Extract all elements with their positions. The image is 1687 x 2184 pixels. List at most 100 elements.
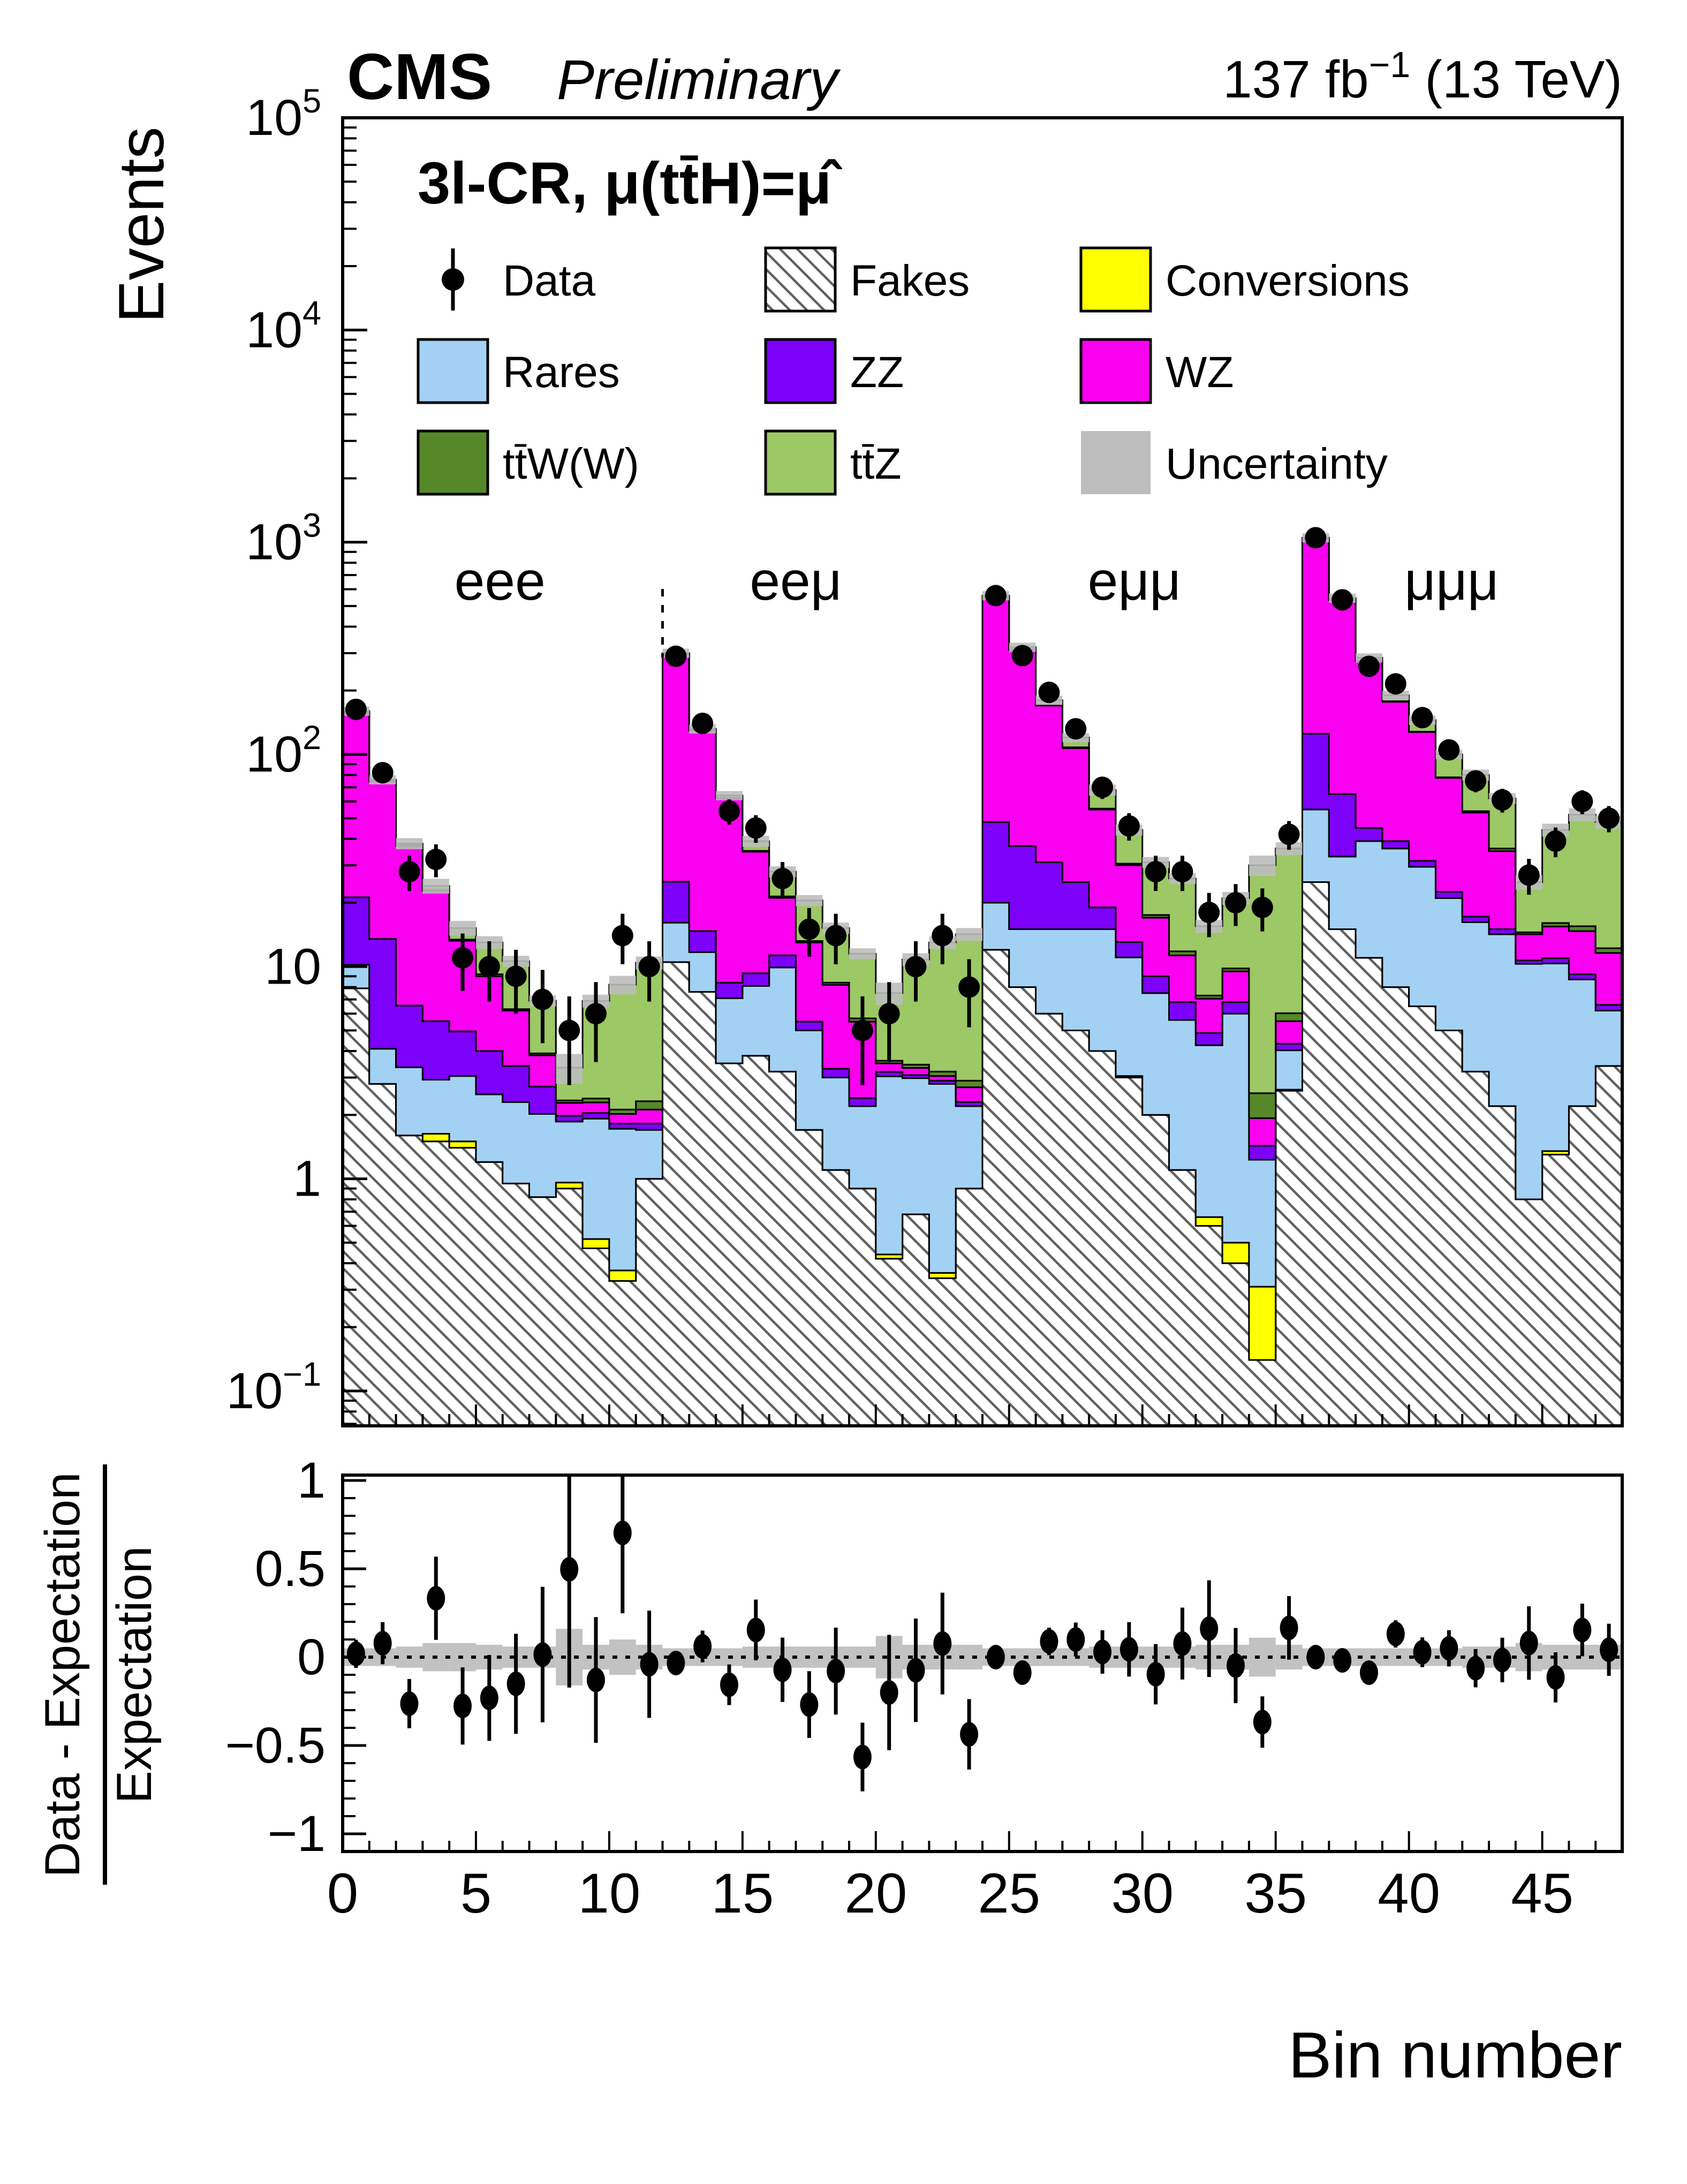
legend-label-wz: WZ xyxy=(1166,348,1234,397)
legend-swatch-ttz xyxy=(764,429,837,496)
data-point xyxy=(1145,861,1167,883)
plot-title: 3l-CR, μ(tt̄H)=μ̂ xyxy=(418,150,842,216)
y-tick-label: 103 xyxy=(246,507,321,571)
data-point xyxy=(1491,789,1513,811)
data-point xyxy=(1305,527,1327,549)
ratio-point xyxy=(1466,1656,1485,1681)
uncertainty-bin xyxy=(396,838,423,850)
uncertainty-bin xyxy=(1249,856,1276,876)
y-tick-label: 104 xyxy=(246,294,321,358)
legend-label-conversions: Conversions xyxy=(1166,256,1410,305)
data-point xyxy=(452,947,474,969)
region-label-0: eee xyxy=(455,550,546,611)
data-points-main xyxy=(345,527,1620,1085)
data-point xyxy=(638,956,660,978)
region-label-2: eμμ xyxy=(1088,550,1181,611)
data-point xyxy=(585,1003,607,1025)
preliminary-label: Preliminary xyxy=(557,49,841,111)
data-point xyxy=(1171,861,1193,883)
data-point xyxy=(932,925,954,947)
ratio-x-tick-label: 5 xyxy=(460,1862,491,1925)
data-point xyxy=(1251,896,1273,918)
data-point xyxy=(985,585,1007,607)
data-point xyxy=(345,698,367,720)
uncertainty-bin xyxy=(422,879,450,894)
data-point xyxy=(611,925,633,947)
data-point xyxy=(692,713,714,735)
ratio-point xyxy=(933,1631,952,1656)
data-point xyxy=(425,849,447,871)
data-point xyxy=(1598,807,1620,829)
data-point xyxy=(1092,776,1114,798)
data-point xyxy=(718,800,740,822)
data-point xyxy=(798,918,820,940)
ratio-y-tick-label: 1 xyxy=(297,1452,326,1509)
legend-label-data: Data xyxy=(503,256,596,305)
legend: Data Fakes Conversions Rares ZZ WZ tt̄W(W) tt̄Z… xyxy=(417,246,1410,496)
ratio-x-tick-label: 10 xyxy=(578,1862,641,1925)
ratio-x-tick-label: 30 xyxy=(1111,1862,1174,1925)
legend-swatch-conversions xyxy=(1079,246,1152,313)
ratio-x-tick-label: 45 xyxy=(1511,1862,1573,1925)
ratio-x-tick-label: 15 xyxy=(711,1862,774,1925)
uncertainty-bin xyxy=(716,791,743,800)
ratio-point xyxy=(880,1680,898,1705)
ratio-point xyxy=(693,1634,712,1659)
ratio-x-tick-label: 0 xyxy=(327,1862,358,1925)
ratio-point xyxy=(1333,1648,1352,1673)
ratio-x-tick-label: 40 xyxy=(1378,1862,1440,1925)
ratio-point xyxy=(400,1691,419,1716)
legend-swatch-rares xyxy=(417,338,489,404)
legend-label-uncertainty: Uncertainty xyxy=(1166,440,1388,488)
ratio-point xyxy=(1546,1665,1565,1690)
header: CMS Preliminary 137 fb−1 (13 TeV) xyxy=(347,40,1622,113)
ratio-point xyxy=(827,1659,845,1684)
y-tick-label: 102 xyxy=(246,719,321,783)
legend-label-rares: Rares xyxy=(503,348,620,397)
ratio-point xyxy=(1306,1645,1325,1669)
stacked-histogram xyxy=(343,536,1622,1426)
ratio-point xyxy=(800,1692,819,1717)
ratio-point xyxy=(506,1671,525,1696)
ratio-point xyxy=(1253,1710,1272,1735)
uncertainty-bin xyxy=(1382,691,1409,700)
data-point xyxy=(1065,718,1087,740)
ratio-point xyxy=(533,1642,552,1667)
ratio-point xyxy=(1200,1616,1219,1641)
ratio-y-tick-label: −1 xyxy=(268,1805,326,1862)
ratio-point xyxy=(1173,1631,1192,1656)
ratio-point xyxy=(960,1722,979,1747)
data-point xyxy=(878,1003,900,1025)
ratio-point xyxy=(346,1641,365,1666)
y-tick-label: 105 xyxy=(246,82,321,146)
ratio-point xyxy=(1573,1618,1592,1643)
data-point xyxy=(1545,830,1567,852)
data-point xyxy=(478,956,500,978)
ratio-point xyxy=(1146,1661,1165,1687)
events-axis-label: Events xyxy=(105,127,177,323)
ratio-y-tick-label: −0.5 xyxy=(225,1717,326,1774)
cms-label: CMS xyxy=(347,40,492,113)
ratio-point xyxy=(1493,1648,1511,1673)
ratio-point xyxy=(746,1618,765,1643)
ratio-ylabel-denominator: Expectation xyxy=(107,1546,162,1804)
legend-label-ttz: tt̄Z xyxy=(850,440,902,488)
data-point xyxy=(558,1019,580,1041)
data-point xyxy=(905,956,927,978)
ratio-point xyxy=(720,1672,738,1697)
data-point xyxy=(1278,823,1300,845)
legend-label-fakes: Fakes xyxy=(850,256,970,305)
data-point xyxy=(532,988,554,1010)
data-point xyxy=(825,925,847,947)
y-tick-label: 1 xyxy=(293,1151,321,1207)
ratio-point xyxy=(986,1645,1005,1669)
ratio-point xyxy=(1119,1637,1138,1662)
data-point xyxy=(1571,790,1593,812)
ratio-point xyxy=(1519,1630,1538,1656)
ratio-point xyxy=(906,1658,925,1683)
ratio-point xyxy=(1386,1621,1405,1646)
ratio-point xyxy=(480,1686,498,1711)
ratio-x-tick-label: 20 xyxy=(844,1862,907,1925)
